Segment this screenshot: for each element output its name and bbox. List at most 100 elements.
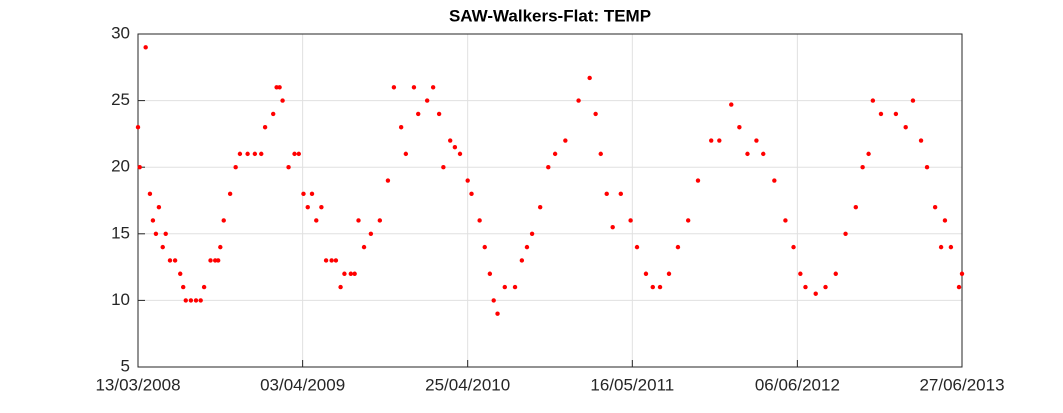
data-point: [301, 191, 306, 197]
data-point: [610, 224, 615, 230]
data-point: [156, 204, 162, 210]
data-point: [754, 138, 759, 143]
data-point: [512, 284, 518, 290]
data-point: [181, 284, 186, 290]
data-point: [403, 151, 409, 157]
data-point: [259, 151, 264, 157]
data-point: [495, 311, 500, 316]
data-point: [813, 291, 818, 296]
data-point: [309, 191, 315, 197]
data-point: [143, 45, 148, 50]
data-point: [150, 218, 156, 223]
data-point: [215, 258, 221, 263]
data-point: [657, 284, 663, 290]
data-point: [198, 298, 203, 303]
data-point: [208, 258, 213, 263]
data-point: [563, 138, 568, 143]
data-point: [398, 125, 404, 130]
data-point: [487, 271, 493, 276]
data-point: [416, 111, 421, 117]
data-point: [860, 165, 865, 170]
data-point: [286, 165, 291, 170]
data-point: [823, 284, 828, 290]
data-point: [634, 244, 640, 250]
data-point: [329, 258, 334, 263]
data-point: [593, 111, 598, 117]
data-point: [147, 191, 153, 197]
data-point: [618, 191, 623, 197]
data-point: [314, 218, 319, 223]
data-point: [893, 111, 899, 117]
data-point: [878, 111, 884, 117]
data-point: [598, 151, 603, 157]
data-point: [271, 111, 276, 117]
data-point: [172, 258, 178, 263]
data-point: [333, 258, 339, 263]
data-point: [524, 244, 530, 250]
y-tick-label: 30: [111, 23, 130, 42]
data-point: [348, 271, 354, 276]
y-tick-label: 20: [111, 157, 130, 176]
data-point: [587, 75, 592, 81]
data-point: [447, 138, 453, 143]
data-point: [323, 258, 329, 263]
x-tick-label: 25/04/2010: [425, 375, 510, 394]
data-point: [783, 218, 788, 223]
data-point: [833, 271, 838, 276]
data-point: [178, 271, 183, 276]
data-point: [233, 165, 238, 170]
data-point: [628, 218, 633, 223]
data-point: [305, 204, 310, 210]
data-point: [237, 151, 243, 157]
data-point: [918, 138, 924, 143]
data-point: [280, 98, 285, 103]
chart-title: SAW-Walkers-Flat: TEMP: [449, 6, 651, 25]
data-point: [546, 165, 551, 170]
y-tick-label: 5: [121, 356, 130, 375]
data-point: [385, 178, 391, 183]
data-point: [245, 151, 250, 157]
data-point: [942, 218, 948, 223]
data-point: [137, 165, 142, 170]
data-point: [227, 191, 233, 197]
y-tick-label: 25: [111, 90, 130, 109]
data-point: [956, 284, 962, 290]
data-point: [803, 284, 808, 290]
data-point: [643, 271, 649, 276]
data-point: [262, 125, 268, 130]
data-point: [411, 85, 417, 90]
data-point: [959, 271, 965, 276]
x-tick-label: 16/05/2011: [590, 375, 674, 394]
x-tick-label: 03/04/2009: [260, 375, 345, 394]
data-point: [843, 231, 848, 236]
data-point: [457, 151, 463, 157]
data-point: [552, 151, 558, 157]
data-point: [292, 151, 297, 157]
data-point: [153, 231, 159, 236]
x-tick-label: 27/06/2013: [919, 375, 1004, 394]
data-point: [798, 271, 803, 276]
data-point: [772, 178, 777, 183]
data-point: [519, 258, 525, 263]
data-point: [502, 284, 507, 290]
data-point: [576, 98, 581, 103]
data-point: [537, 204, 543, 210]
data-point: [685, 218, 691, 223]
data-point: [221, 218, 226, 223]
data-point: [948, 244, 954, 250]
data-point: [361, 244, 367, 250]
data-point: [338, 284, 343, 290]
data-point: [870, 98, 876, 103]
data-point: [352, 271, 357, 276]
data-point: [296, 151, 301, 157]
data-point: [745, 151, 750, 157]
data-point: [529, 231, 535, 236]
data-point: [666, 271, 672, 276]
plot-frame: [137, 33, 963, 368]
data-point: [252, 151, 258, 157]
data-point: [430, 85, 436, 90]
data-point: [377, 218, 383, 223]
data-point: [342, 271, 347, 276]
data-point: [465, 178, 470, 183]
